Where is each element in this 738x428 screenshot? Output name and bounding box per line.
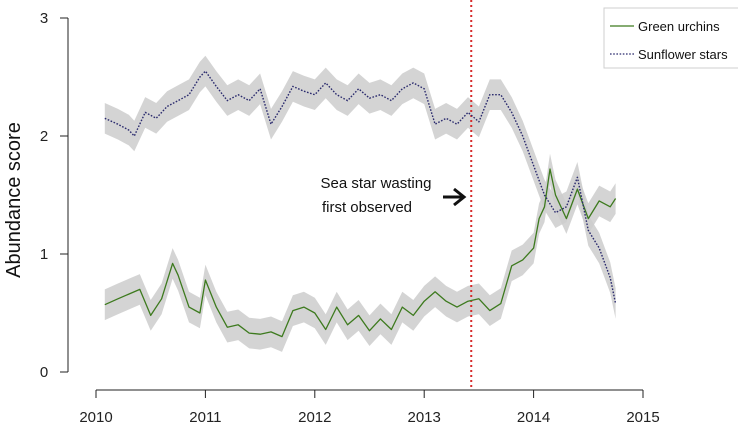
annotation-line-1: Sea star wasting xyxy=(321,175,432,192)
legend-label-green-urchins: Green urchins xyxy=(638,19,720,34)
arrow-right-icon xyxy=(443,187,467,207)
annotation: Sea star wasting first observed xyxy=(321,175,467,216)
x-ticks: 2010 2011 2012 2013 2014 2015 xyxy=(79,390,660,426)
confidence-bands xyxy=(104,55,616,352)
y-tick-label: 0 xyxy=(40,364,48,381)
x-tick-label: 2015 xyxy=(626,409,659,426)
x-tick-label: 2012 xyxy=(298,409,331,426)
x-tick-label: 2013 xyxy=(408,409,441,426)
series-line-green-urchins xyxy=(104,168,617,338)
annotation-line-2: first observed xyxy=(322,199,412,216)
legend-box xyxy=(603,7,738,69)
axes: 0 1 2 3 2010 2011 2012 2013 2014 2015 xyxy=(40,10,660,426)
y-axis-title: Abundance score xyxy=(3,122,25,278)
y-ticks: 0 1 2 3 xyxy=(40,10,68,381)
series-lines xyxy=(104,70,617,338)
y-tick-label: 1 xyxy=(40,246,48,263)
y-tick-label: 3 xyxy=(40,10,48,27)
band-green-urchins xyxy=(104,153,616,352)
y-tick-label: 2 xyxy=(40,128,48,145)
x-tick-label: 2014 xyxy=(517,409,550,426)
x-tick-label: 2010 xyxy=(79,409,112,426)
series-line-sunflower-stars xyxy=(104,70,617,304)
x-tick-label: 2011 xyxy=(189,409,221,426)
legend: Green urchins Sunflower stars xyxy=(603,7,738,69)
legend-label-sunflower-stars: Sunflower stars xyxy=(638,47,728,62)
